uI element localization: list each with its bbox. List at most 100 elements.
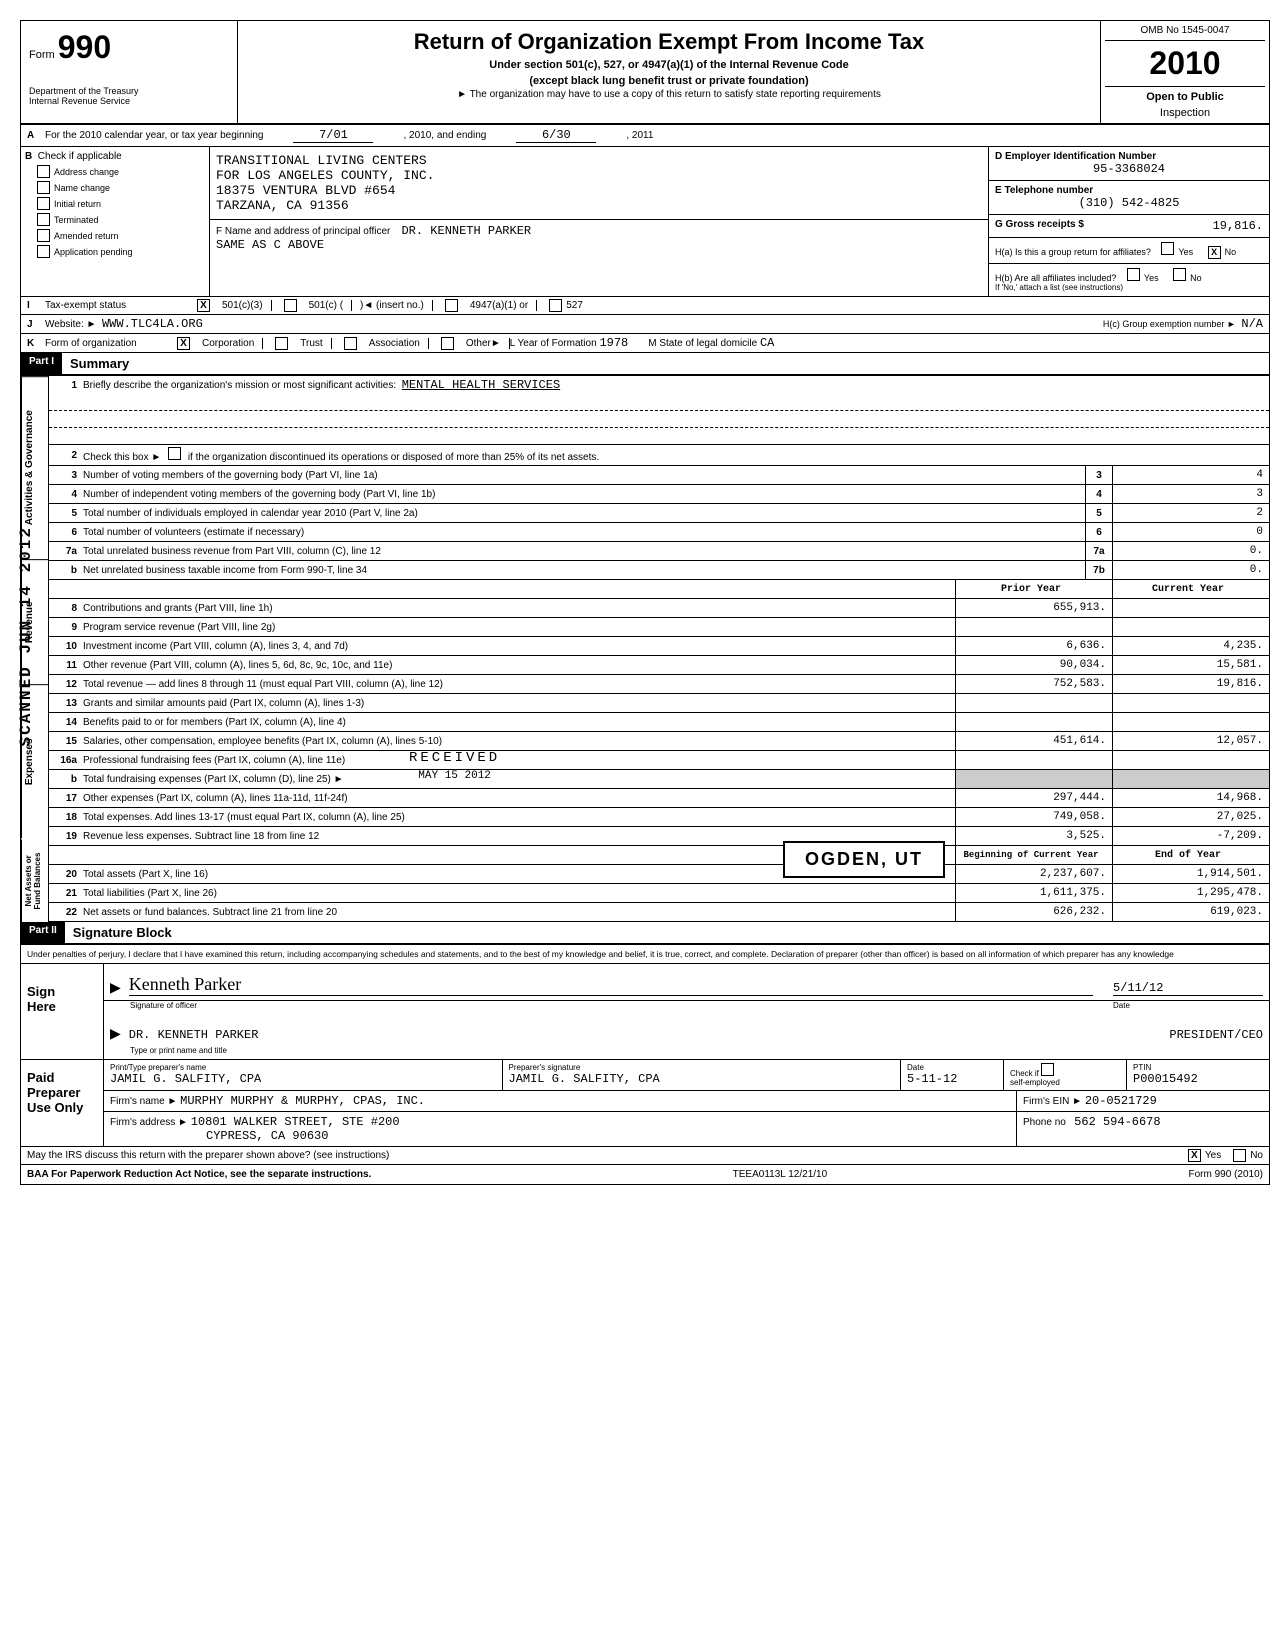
penalties-text: Under penalties of perjury, I declare th… [21, 945, 1269, 964]
year-cell: OMB No 1545-0047 2010 Open to Public Ins… [1101, 21, 1269, 123]
vert-labels: Activities & Governance Revenue Expenses… [21, 376, 49, 922]
cb-discuss-no[interactable] [1233, 1149, 1246, 1162]
ha-yes: Yes [1178, 247, 1193, 257]
cb-4947[interactable] [445, 299, 458, 312]
line-current: 15,581. [1112, 656, 1269, 674]
cb-address-change[interactable] [37, 165, 50, 178]
label-b: B [25, 151, 32, 162]
summary-line-22: 22Net assets or fund balances. Subtract … [49, 903, 1269, 922]
line-box: 7b [1085, 561, 1112, 579]
line-text: Total liabilities (Part X, line 26) [83, 886, 955, 901]
line-text: Total expenses. Add lines 13-17 (must eq… [83, 810, 955, 825]
e-phone-value: (310) 542-4825 [995, 196, 1263, 210]
hb-yes-cb[interactable] [1127, 268, 1140, 281]
line-num: 14 [49, 717, 83, 728]
paid-preparer-section: Paid Preparer Use Only Print/Type prepar… [21, 1060, 1269, 1147]
col-end-year: End of Year [1112, 846, 1269, 864]
cb-trust[interactable] [275, 337, 288, 350]
line-current: -7,209. [1112, 827, 1269, 845]
line1-dash1 [49, 394, 1269, 411]
d-ein-block: D Employer Identification Number 95-3368… [989, 147, 1269, 181]
ha-block: H(a) Is this a group return for affiliat… [989, 238, 1269, 264]
line-value: 2 [1112, 504, 1269, 522]
cb-application-pending[interactable] [37, 245, 50, 258]
discuss-no: No [1250, 1150, 1263, 1161]
line-num: 8 [49, 603, 83, 614]
line-box: 6 [1085, 523, 1112, 541]
cb-corporation[interactable]: X [177, 337, 190, 350]
ptin-value: P00015492 [1133, 1072, 1263, 1086]
line-num: b [49, 774, 83, 785]
line2-num: 2 [49, 450, 83, 461]
ptin-label: PTIN [1133, 1063, 1263, 1072]
cb-association[interactable] [344, 337, 357, 350]
summary-line-17: 17Other expenses (Part IX, column (A), l… [49, 789, 1269, 808]
line-box: 3 [1085, 466, 1112, 484]
line-prior: 1,611,375. [955, 884, 1112, 902]
ha-no-cb[interactable]: X [1208, 246, 1221, 259]
hb-no-cb[interactable] [1173, 268, 1186, 281]
opt-501c3: 501(c)(3) [214, 300, 272, 311]
line-prior: 655,913. [955, 599, 1112, 617]
vert-net-assets: Net Assets or Fund Balances [21, 839, 48, 922]
check-if-label: Check if [1010, 1069, 1039, 1078]
d-label: D Employer Identification Number [995, 151, 1156, 162]
hb-block: H(b) Are all affiliates included? Yes No… [989, 264, 1269, 296]
form-number: 990 [58, 29, 111, 65]
line-text: Total number of volunteers (estimate if … [83, 525, 1085, 540]
line-prior: 2,237,607. [955, 865, 1112, 883]
line-value: 3 [1112, 485, 1269, 503]
ha-yes-cb[interactable] [1161, 242, 1174, 255]
cb-501c[interactable] [284, 299, 297, 312]
line-current [1112, 770, 1269, 788]
line-prior [955, 770, 1112, 788]
cb-discuss-yes[interactable]: X [1188, 1149, 1201, 1162]
line-num: 22 [49, 907, 83, 918]
line-current [1112, 694, 1269, 712]
line-prior [955, 751, 1112, 769]
line-num: 21 [49, 888, 83, 899]
line-num: 12 [49, 679, 83, 690]
summary-line-21: 21Total liabilities (Part X, line 26)1,6… [49, 884, 1269, 903]
cb-other[interactable] [441, 337, 454, 350]
line-num: 7a [49, 546, 83, 557]
cb-amended-return[interactable] [37, 229, 50, 242]
line-text: Total fundraising expenses (Part IX, col… [83, 772, 955, 787]
prep-name: JAMIL G. SALFITY, CPA [110, 1072, 496, 1086]
firm-addr2: CYPRESS, CA 90630 [206, 1129, 328, 1143]
part2-header-row: Part II Signature Block [21, 922, 1269, 945]
sign-here-section: Sign Here ▶ Kenneth Parker 5/11/12 Signa… [21, 964, 1269, 1060]
line-current [1112, 599, 1269, 617]
line2-text: Check this box ► if the organization dis… [83, 445, 1269, 465]
dept-irs: Internal Revenue Service [29, 96, 229, 106]
line-prior: 626,232. [955, 903, 1112, 921]
summary-line-16a: 16aProfessional fundraising fees (Part I… [49, 751, 1269, 770]
line-current: 12,057. [1112, 732, 1269, 750]
line-text: Benefits paid to or for members (Part IX… [83, 715, 955, 730]
g-label: G Gross receipts $ [995, 219, 1084, 233]
cb-self-employed[interactable] [1041, 1063, 1054, 1076]
tax-year-end: 6/30 [516, 128, 596, 143]
cb-527[interactable] [549, 299, 562, 312]
footer-form: Form 990 (2010) [1189, 1169, 1263, 1180]
line-num: 15 [49, 736, 83, 747]
summary-line-3: 3Number of voting members of the governi… [49, 466, 1269, 485]
opt-501c: 501(c) ( [301, 300, 352, 311]
summary-line-8: 8Contributions and grants (Part VIII, li… [49, 599, 1269, 618]
line-prior: 6,636. [955, 637, 1112, 655]
received-date: MAY 15 2012 [409, 770, 500, 782]
cb-name-change[interactable] [37, 181, 50, 194]
vert-governance: Activities & Governance [21, 376, 48, 559]
part2-title: Signature Block [65, 922, 180, 943]
summary-line-5: 5Total number of individuals employed in… [49, 504, 1269, 523]
cb-501c3[interactable]: X [197, 299, 210, 312]
cb-line2[interactable] [168, 447, 181, 460]
line-text: Investment income (Part VIII, column (A)… [83, 639, 955, 654]
line-num: 17 [49, 793, 83, 804]
subtitle-2: (except black lung benefit trust or priv… [246, 75, 1092, 87]
l-label: L Year of Formation [510, 338, 597, 349]
e-phone-block: E Telephone number (310) 542-4825 [989, 181, 1269, 215]
cb-terminated[interactable] [37, 213, 50, 226]
cb-initial-return[interactable] [37, 197, 50, 210]
subtitle-3: ► The organization may have to use a cop… [246, 89, 1092, 100]
